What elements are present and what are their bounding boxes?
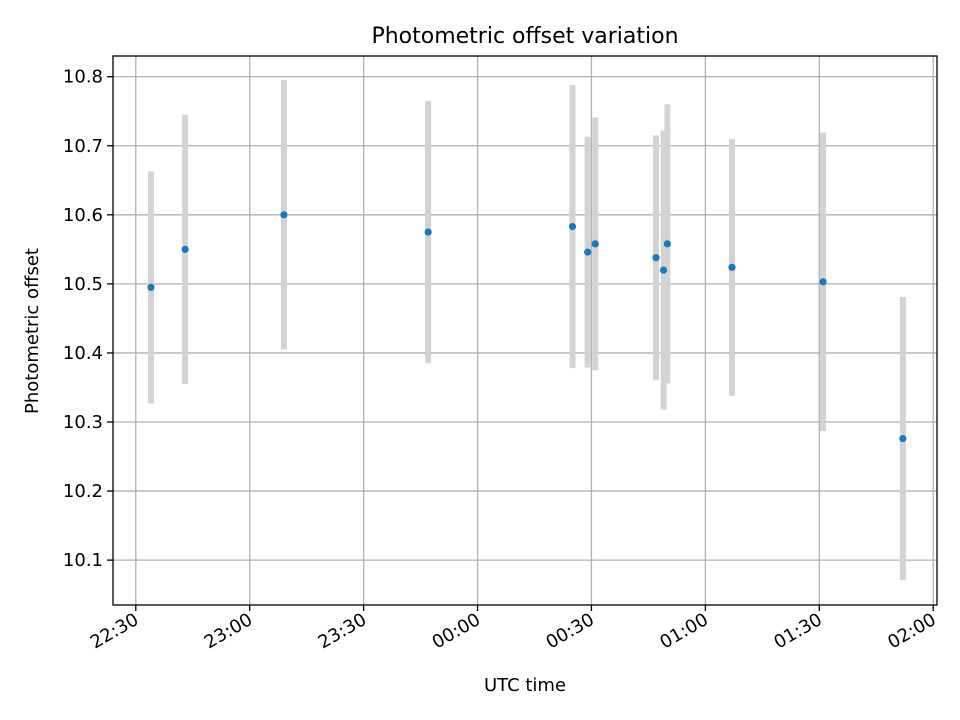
data-point [652, 254, 660, 262]
data-point [568, 222, 577, 231]
data-point [147, 283, 155, 291]
data-point [584, 248, 592, 256]
y-tick-label: 10.7 [63, 136, 103, 157]
chart-title: Photometric offset variation [371, 24, 678, 49]
data-points [147, 211, 907, 443]
data-point [819, 278, 827, 286]
data-point [663, 240, 671, 248]
data-point [280, 211, 288, 219]
y-tick-label: 10.2 [63, 481, 103, 502]
y-axis-title: Photometric offset [22, 248, 43, 414]
data-point [591, 240, 599, 248]
data-point [424, 228, 432, 236]
data-point [181, 245, 189, 253]
y-tick-label: 10.4 [63, 343, 103, 364]
plot-area-frame [112, 55, 938, 606]
y-tick-label: 10.8 [63, 67, 103, 88]
y-tick-label: 10.3 [63, 412, 103, 433]
data-point [899, 434, 907, 443]
x-axis-title: UTC time [484, 675, 566, 696]
data-point [659, 266, 668, 274]
y-tick-label: 10.6 [63, 205, 103, 226]
y-axis: 10.1 10.2 10.3 10.4 10.5 10.6 10.7 10.8 [63, 67, 113, 571]
y-tick-label: 10.5 [63, 274, 103, 295]
grid [113, 56, 937, 605]
data-point [728, 263, 736, 271]
y-tick-label: 10.1 [63, 550, 103, 571]
